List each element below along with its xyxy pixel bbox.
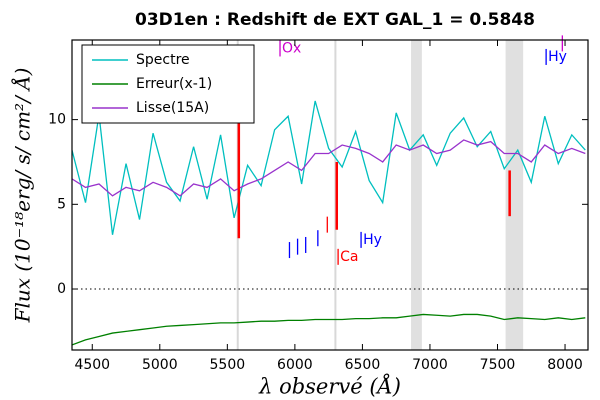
plot-frame xyxy=(71,39,589,351)
series-line xyxy=(72,139,586,197)
legend-label: Lisse(15A) xyxy=(136,100,209,116)
line-id-label: Ca xyxy=(340,249,358,265)
y-tick-label: 0 xyxy=(57,281,66,297)
line-id-label: Ox xyxy=(282,40,301,56)
x-tick-label: 4500 xyxy=(74,357,110,373)
y-tick-label: 10 xyxy=(48,112,66,128)
line-id-label: Hy xyxy=(548,49,567,65)
masked-band xyxy=(505,40,524,350)
chart-title: 03D1en : Redshift de EXT GAL_1 = 0.5848 xyxy=(135,10,535,30)
x-tick-label: 5500 xyxy=(210,357,246,373)
legend-label: Spectre xyxy=(136,52,190,68)
x-tick-label: 5000 xyxy=(142,357,178,373)
line-id-label: Hy xyxy=(363,232,382,248)
x-tick-label: 7000 xyxy=(412,357,448,373)
series-line xyxy=(72,313,586,346)
x-tick-label: 6500 xyxy=(345,357,381,373)
x-tick-label: 6000 xyxy=(277,357,313,373)
series-line xyxy=(72,100,586,235)
x-tick-label: 7500 xyxy=(480,357,516,373)
legend-label: Erreur(x-1) xyxy=(136,76,212,92)
x-tick-label: 8000 xyxy=(547,357,583,373)
y-tick-label: 5 xyxy=(57,196,66,212)
y-axis-label: Flux (10⁻¹⁸erg/ s/ cm²/ Å) xyxy=(10,68,35,324)
x-axis-label: λ observé (Å) xyxy=(258,374,401,399)
masked-band xyxy=(411,40,422,350)
